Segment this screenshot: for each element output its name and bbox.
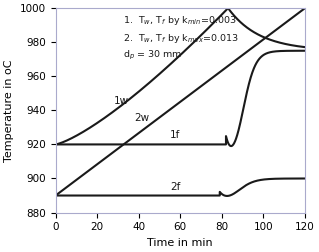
X-axis label: Time in min: Time in min: [147, 238, 213, 248]
Text: 1w: 1w: [114, 96, 129, 106]
Text: 2f: 2f: [170, 182, 180, 193]
Text: 2w: 2w: [135, 113, 150, 122]
Text: 1.  T$_w$, T$_f$ by k$_{min}$=0.003
2.  T$_w$, T$_f$ by k$_{max}$=0.013
d$_p$ = : 1. T$_w$, T$_f$ by k$_{min}$=0.003 2. T$…: [123, 14, 239, 62]
Y-axis label: Temperature in oC: Temperature in oC: [4, 59, 14, 162]
Text: 1f: 1f: [170, 130, 180, 140]
